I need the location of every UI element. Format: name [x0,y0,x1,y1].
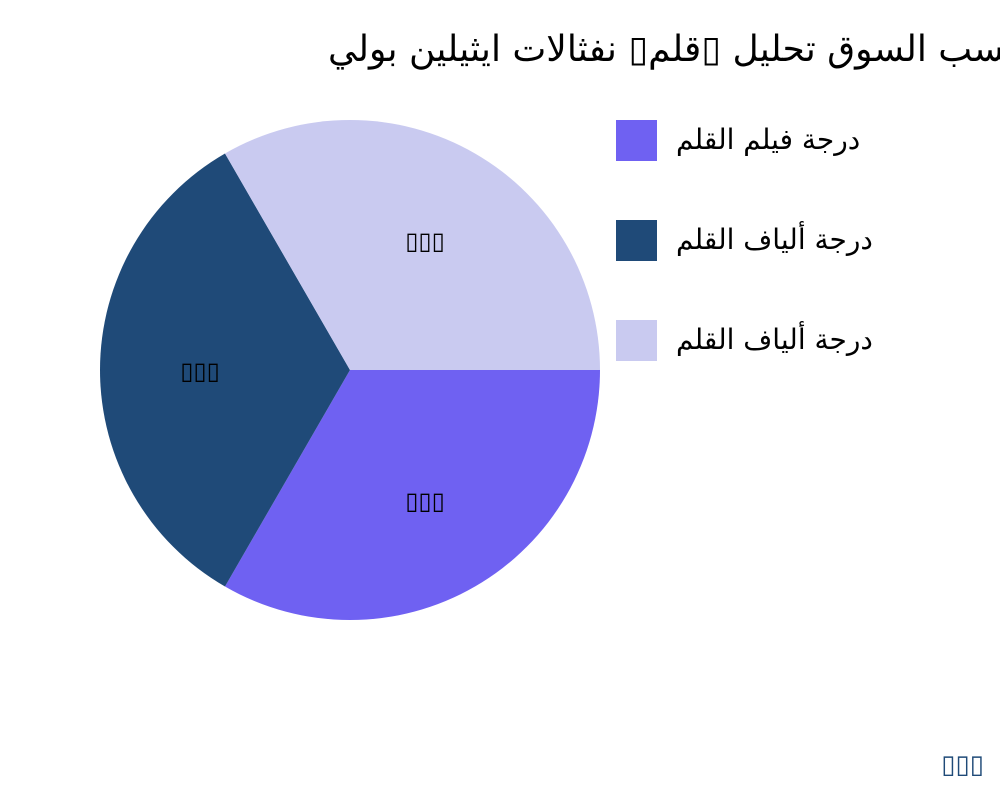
slice-label: ▯▯▯ [405,227,445,255]
slice-label: ▯▯▯ [405,487,445,515]
legend-swatch [616,120,657,161]
footer-text: ▯▯▯ [941,750,984,780]
pie-slice [225,119,600,370]
pie-slice [225,370,600,620]
legend-label: درجة ألياف القلم [676,223,873,256]
legend-label: درجة ألياف القلم [676,323,873,356]
legend-label: درجة فيلم القلم [676,123,861,156]
legend-swatch [616,220,657,261]
slice-label: ▯▯▯ [180,357,220,385]
legend-swatch [616,320,657,361]
chart-title: حسب السوق تحليل ▯قلم▯ نفثالات ايثيلين بو… [327,29,1000,70]
